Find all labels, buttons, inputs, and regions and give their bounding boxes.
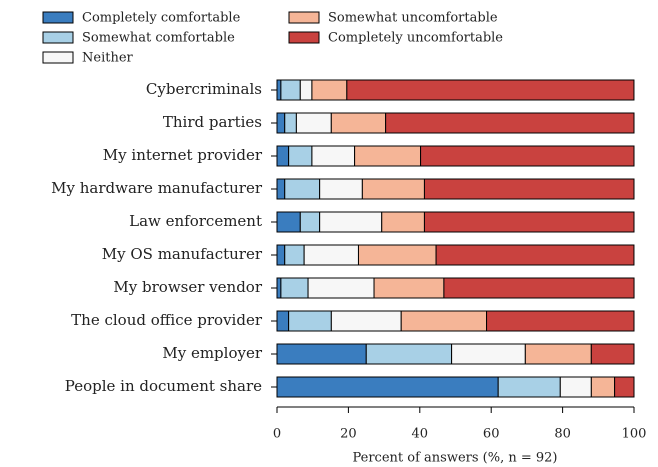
bar-segment (423, 178, 635, 200)
y-tick-label: Cybercriminals (146, 80, 262, 98)
bar-segment (330, 310, 402, 332)
bar-segment (346, 79, 635, 101)
bar-segment (276, 310, 290, 332)
bar-segment (420, 145, 635, 167)
bar-segment (276, 145, 290, 167)
legend-label: Somewhat uncomfortable (328, 11, 498, 26)
bar-segment (319, 178, 363, 200)
x-tick-label: 60 (483, 427, 500, 442)
bar-segment (276, 112, 286, 134)
bar-segment (590, 376, 616, 398)
bar-segment (443, 277, 635, 299)
bar-segment (307, 277, 375, 299)
legend-swatch (42, 51, 74, 64)
bar-segment (381, 211, 425, 233)
bar-segment (311, 79, 348, 101)
bar-segment (299, 211, 321, 233)
x-tick-label: 80 (554, 427, 571, 442)
bar-segment (276, 376, 499, 398)
bar-segment (365, 343, 453, 365)
legend-swatch (42, 11, 74, 24)
x-tick-label: 0 (273, 427, 281, 442)
bar-segment (295, 112, 332, 134)
y-tick-label: People in document share (65, 377, 262, 395)
y-tick-label: My hardware manufacturer (51, 179, 263, 197)
bar-segment (423, 211, 635, 233)
bar-segment (276, 244, 286, 266)
bar-segment (385, 112, 635, 134)
legend-label: Somewhat comfortable (82, 31, 235, 46)
bar-segment (284, 178, 321, 200)
bar-segment (330, 112, 387, 134)
bar-segment (284, 112, 297, 134)
bar-segment (276, 211, 301, 233)
bar-segment (361, 178, 425, 200)
legend-label: Completely comfortable (82, 11, 241, 26)
x-tick-label: 100 (622, 427, 647, 442)
bar-segment (311, 145, 356, 167)
x-tick-label: 40 (412, 427, 429, 442)
y-tick-label: My OS manufacturer (102, 245, 263, 263)
bar-segment (303, 244, 359, 266)
bar-segment (590, 343, 635, 365)
x-axis-label: Percent of answers (%, n = 92) (352, 451, 557, 466)
y-tick-label: The cloud office provider (71, 311, 263, 329)
bar-segment (288, 145, 313, 167)
bar-segment (486, 310, 635, 332)
bar-segment (284, 244, 305, 266)
bar-segment (280, 79, 301, 101)
bar-segment (354, 145, 422, 167)
y-tick-label: Law enforcement (129, 212, 262, 230)
bar-segment (357, 244, 437, 266)
bar-segment (614, 376, 635, 398)
y-tick-label: My employer (162, 344, 262, 362)
legend-label: Neither (82, 51, 134, 66)
bar-segment (280, 277, 309, 299)
legend-swatch (288, 11, 320, 24)
legend-swatch (288, 31, 320, 44)
bar-segment (497, 376, 561, 398)
bar-segment (276, 343, 367, 365)
bar-segment (288, 310, 332, 332)
bar-segment (559, 376, 592, 398)
bar-segment (276, 79, 282, 101)
bar-segment (400, 310, 488, 332)
bar-segment (373, 277, 445, 299)
legend-swatch (42, 31, 74, 44)
bar-segment (276, 178, 286, 200)
bar-segment (451, 343, 526, 365)
y-tick-label: Third parties (163, 113, 262, 131)
bar-segment (319, 211, 383, 233)
y-tick-label: My internet provider (103, 146, 263, 164)
y-tick-label: My browser vendor (113, 278, 262, 296)
bar-segment (276, 277, 282, 299)
bar-segment (299, 79, 313, 101)
bar-segment (435, 244, 635, 266)
legend-label: Completely uncomfortable (328, 31, 503, 46)
x-tick-label: 20 (340, 427, 357, 442)
bar-segment (524, 343, 592, 365)
